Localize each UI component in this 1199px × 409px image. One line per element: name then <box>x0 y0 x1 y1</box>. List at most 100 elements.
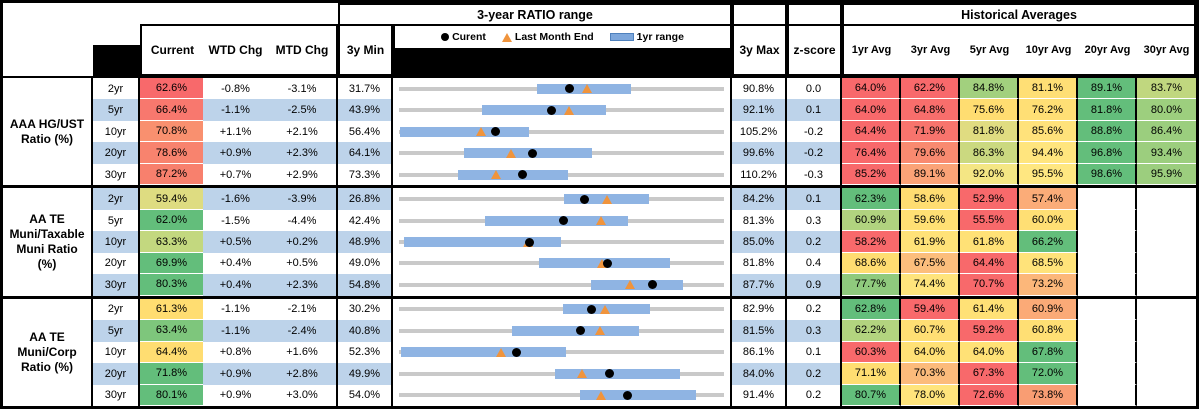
black-corner-cell <box>93 45 140 76</box>
1yr-avg-cell: 62.8% <box>842 298 901 321</box>
5yr-avg-cell: 75.6% <box>960 99 1019 121</box>
table-row: 30yr 87.2% +0.7% +2.9% 73.3% 110.2% -0.3 85.2% 8… <box>93 163 1196 186</box>
zscore-cell: 0.9 <box>787 274 842 296</box>
last-month-triangle <box>491 170 502 180</box>
tenor-cell: 10yr <box>93 120 140 143</box>
1yr-avg-cell: 68.6% <box>842 252 901 275</box>
wtd-chg-cell: +0.4% <box>203 274 268 296</box>
10yr-avg-cell: 81.1% <box>1019 78 1078 100</box>
3y-min-cell: 64.1% <box>338 142 393 164</box>
20yr-avg-cell <box>1078 384 1137 406</box>
z-score-col-header: z-score <box>787 24 842 76</box>
1yr-avg-cell: 60.9% <box>842 209 901 232</box>
mtd-chg-cell: +2.3% <box>268 274 338 296</box>
1yr-range-bar <box>400 126 529 137</box>
last-month-triangle <box>577 369 588 379</box>
group-block: AA TE Muni/Corp Ratio (%) 2yr 61.3% -1.1% -2.1… <box>3 295 1196 406</box>
table-row: 20yr 78.6% +0.9% +2.3% 64.1% 99.6% -0.2 76.4% 79… <box>93 142 1196 164</box>
3y-min-cell: 52.3% <box>338 341 393 364</box>
mtd-chg-cell: +2.8% <box>268 363 338 385</box>
30yr-avg-cell: 80.0% <box>1137 99 1196 121</box>
30yr-avg-cell <box>1137 320 1196 342</box>
3y-max-cell: 90.8% <box>732 78 787 100</box>
table-row: 30yr 80.1% +0.9% +3.0% 54.0% 91.4% 0.2 80.7% 78.… <box>93 384 1196 406</box>
current-cell: 63.3% <box>140 231 203 253</box>
1yr-avg-cell: 58.2% <box>842 231 901 253</box>
5yr-avg-cell: 92.0% <box>960 163 1019 186</box>
zscore-cell: 0.1 <box>787 188 842 210</box>
last-month-triangle <box>601 194 612 204</box>
group-label: AAA HG/UST Ratio (%) <box>3 78 93 186</box>
3y-max-cell: 81.3% <box>732 209 787 232</box>
tenor-cell: 5yr <box>93 320 140 342</box>
mtd-chg-cell: +0.2% <box>268 231 338 253</box>
3y-max-cell: 81.8% <box>732 252 787 275</box>
3y-range-line <box>399 240 724 244</box>
current-cell: 80.1% <box>140 384 203 406</box>
3y-max-cell: 99.6% <box>732 142 787 164</box>
table-row: 2yr 62.6% -0.8% -3.1% 31.7% 90.8% 0.0 64.0% 62.2… <box>93 78 1196 100</box>
5yr-avg-col-header: 5yr Avg <box>969 44 1010 56</box>
10yr-avg-cell: 60.0% <box>1019 209 1078 232</box>
range-chart <box>393 78 732 100</box>
wtd-chg-cell: -0.8% <box>221 82 250 95</box>
legend-last-month-label: Last Month End <box>514 31 594 43</box>
current-dot <box>587 304 597 314</box>
wtd-chg-cell: +0.4% <box>219 257 252 270</box>
mtd-chg-cell: +2.9% <box>268 163 338 186</box>
3y-max-cell: 92.1% <box>732 99 787 121</box>
3y-max-cell: 81.5% <box>732 320 787 342</box>
1yr-range-bar <box>512 325 640 336</box>
current-dot <box>490 127 500 137</box>
current-dot <box>580 194 590 204</box>
3yr-avg-cell: 59.6% <box>901 209 960 232</box>
3yr-avg-cell: 64.8% <box>901 99 960 121</box>
5yr-avg-cell: 70.7% <box>960 274 1019 296</box>
wtd-chg-cell: -1.1% <box>203 99 268 121</box>
wtd-chg-cell: -1.1% <box>203 320 268 342</box>
wtd-chg-cell: -1.5% <box>221 214 250 227</box>
range-chart <box>393 163 732 186</box>
3yr-avg-cell: 64.0% <box>901 341 960 364</box>
zscore-cell: -0.3 <box>787 163 842 186</box>
3yr-avg-cell: 78.0% <box>901 384 960 406</box>
mtd-chg-col-header: MTD Chg <box>275 43 329 57</box>
mtd-chg-cell: +2.1% <box>268 120 338 143</box>
3y-max-cell: 91.4% <box>732 384 787 406</box>
current-cell: 69.9% <box>140 252 203 275</box>
mtd-chg-cell: -2.4% <box>268 320 338 342</box>
1yr-range-bar <box>579 390 697 401</box>
current-cell: 61.3% <box>140 298 203 321</box>
zscore-cell: 0.1 <box>787 99 842 121</box>
range-chart <box>393 188 732 210</box>
30yr-avg-cell <box>1137 188 1196 210</box>
3y-max-col-header: 3y Max <box>732 24 787 76</box>
current-cell: 59.4% <box>140 188 203 210</box>
3y-min-cell: 40.8% <box>338 320 393 342</box>
20yr-avg-cell <box>1078 274 1137 296</box>
30yr-avg-cell <box>1137 274 1196 296</box>
3y-min-cell: 49.9% <box>338 363 393 385</box>
range-chart <box>393 99 732 121</box>
20yr-avg-cell: 88.8% <box>1078 120 1137 143</box>
1yr-avg-cell: 80.7% <box>842 384 901 406</box>
1yr-avg-cell: 64.0% <box>842 99 901 121</box>
1yr-avg-cell: 60.3% <box>842 341 901 364</box>
tenor-cell: 30yr <box>93 384 140 406</box>
last-month-triangle <box>594 326 605 336</box>
current-cell: 62.6% <box>140 78 203 100</box>
3y-min-cell: 42.4% <box>338 209 393 232</box>
zscore-cell: 0.3 <box>787 320 842 342</box>
3yr-avg-cell: 61.9% <box>901 231 960 253</box>
zscore-cell: 0.4 <box>787 252 842 275</box>
mtd-chg-cell: +1.6% <box>268 341 338 364</box>
30yr-avg-cell: 95.9% <box>1137 163 1196 186</box>
30yr-avg-cell: 93.4% <box>1137 142 1196 164</box>
range-chart <box>393 384 732 406</box>
5yr-avg-cell: 52.9% <box>960 188 1019 210</box>
1yr-avg-cell: 62.2% <box>842 320 901 342</box>
tenor-cell: 20yr <box>93 252 140 275</box>
3y-range-line <box>399 197 724 202</box>
tenor-cell: 5yr <box>93 99 140 121</box>
20yr-avg-cell: 81.8% <box>1078 99 1137 121</box>
